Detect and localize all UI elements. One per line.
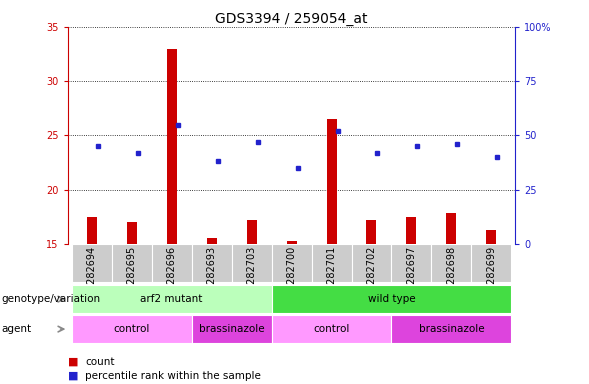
Text: wild type: wild type (368, 294, 415, 304)
Bar (127, 222, 137, 244)
Text: agent: agent (1, 324, 31, 334)
Bar (167, 49, 177, 244)
Bar (272, 285, 511, 313)
Bar (352, 244, 392, 282)
Text: GSM282701: GSM282701 (326, 246, 336, 305)
Bar (272, 315, 392, 343)
Bar (272, 244, 312, 282)
Bar (366, 220, 376, 244)
Text: percentile rank within the sample: percentile rank within the sample (85, 371, 262, 381)
Text: GSM282703: GSM282703 (247, 246, 257, 305)
Bar (287, 241, 296, 244)
Bar (471, 244, 511, 282)
Bar (231, 244, 272, 282)
Bar (72, 285, 272, 313)
Text: GSM282702: GSM282702 (366, 246, 376, 305)
Text: GSM282698: GSM282698 (446, 246, 456, 305)
Bar (112, 244, 152, 282)
Title: GDS3394 / 259054_at: GDS3394 / 259054_at (216, 12, 368, 26)
Text: GSM282696: GSM282696 (167, 246, 177, 305)
Text: genotype/variation: genotype/variation (1, 294, 100, 304)
Bar (87, 217, 97, 244)
Text: brassinazole: brassinazole (419, 324, 484, 334)
Bar (446, 214, 456, 244)
Bar (392, 315, 511, 343)
Text: control: control (114, 324, 150, 334)
Bar (392, 244, 431, 282)
Text: control: control (313, 324, 350, 334)
Bar (72, 315, 191, 343)
Text: ■: ■ (68, 371, 78, 381)
Text: GSM282695: GSM282695 (127, 246, 137, 305)
Text: GSM282699: GSM282699 (487, 246, 497, 305)
Text: brassinazole: brassinazole (199, 324, 264, 334)
Text: GSM282697: GSM282697 (406, 246, 416, 305)
Text: count: count (85, 357, 115, 367)
Bar (191, 315, 272, 343)
Text: GSM282693: GSM282693 (207, 246, 217, 305)
Bar (207, 238, 217, 244)
Bar (152, 244, 191, 282)
Bar (487, 230, 497, 244)
Text: GSM282700: GSM282700 (287, 246, 296, 305)
Bar (72, 244, 112, 282)
Bar (406, 217, 416, 244)
Text: arf2 mutant: arf2 mutant (140, 294, 203, 304)
Bar (326, 119, 336, 244)
Bar (191, 244, 231, 282)
Bar (431, 244, 471, 282)
Bar (247, 220, 257, 244)
Text: ■: ■ (68, 357, 78, 367)
Bar (312, 244, 352, 282)
Text: GSM282694: GSM282694 (87, 246, 97, 305)
